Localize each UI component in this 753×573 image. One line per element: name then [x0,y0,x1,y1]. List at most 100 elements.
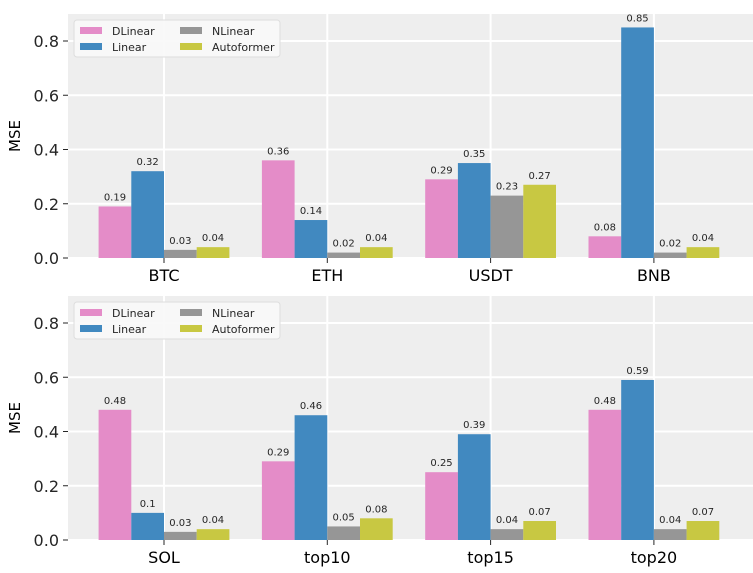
legend-label: Linear [112,323,147,336]
x-tick-label: top10 [304,548,351,567]
chart-panel-top: 0.0 0.2 0.4 0.6 0.8 MSE 0.19 0.36 0.29 0.08 0.32 0.… [6,13,753,285]
bar-value-label: 0.35 [463,149,485,160]
x-tick-label: top15 [467,548,514,567]
x-tick-label: BNB [637,266,671,285]
bar-value-label: 0.04 [202,515,224,526]
y-axis-label: MSE [6,402,24,434]
bar-value-label: 0.25 [430,458,452,469]
bar-value-label: 0.05 [333,512,355,523]
legend-label: Autoformer [212,323,275,336]
bar-value-label: 0.03 [169,518,191,529]
x-tick-label: ETH [311,266,343,285]
bar-dlinear [261,160,295,258]
x-tick-label: top20 [631,548,678,567]
legend-swatch-autoformer [180,43,202,50]
bar-nlinear [327,526,360,540]
legend-label: DLinear [112,25,155,38]
x-tick-label: USDT [469,266,513,285]
bar-nlinear [164,249,197,258]
legend-box [73,301,281,340]
bar-dlinear [588,409,622,540]
bar-linear [457,163,491,258]
legend-box [73,19,281,58]
bar-value-label: 0.36 [267,146,289,157]
bar-nlinear [164,531,197,540]
bar-autoformer [523,184,556,258]
bar-value-label: 0.04 [692,233,714,244]
legend-swatch-linear [80,43,102,50]
legend-label: NLinear [212,307,255,320]
legend-swatch-autoformer [180,325,202,332]
legend-swatch-linear [80,325,102,332]
legend-label: Autoformer [212,41,275,54]
bar-value-label: 0.48 [594,396,616,407]
y-axis-label: MSE [6,120,24,152]
bar-dlinear [98,409,132,540]
y-tick-label: 0.6 [34,368,59,387]
bar-value-label: 0.59 [626,366,648,377]
chart-panel-bottom: 0.0 0.2 0.4 0.6 0.8 MSE 0.48 0.29 0.25 0.48 0.1 0.4… [6,296,753,567]
y-tick-label: 0.0 [34,249,59,268]
bar-linear [294,220,328,258]
legend-label: DLinear [112,307,155,320]
bar-nlinear [653,252,687,258]
bar-linear [294,415,328,540]
bar-value-label: 0.04 [202,233,224,244]
y-tick-label: 0.2 [34,195,59,214]
bar-value-label: 0.39 [463,420,485,431]
bar-value-label: 0.02 [659,239,681,250]
bar-value-label: 0.04 [365,233,387,244]
bar-value-label: 0.07 [692,507,714,518]
bar-autoformer [196,529,230,540]
legend-label: NLinear [212,25,255,38]
bar-value-label: 0.04 [659,515,681,526]
x-tick-label: SOL [148,548,180,567]
bar-value-label: 0.29 [430,165,452,176]
bar-value-label: 0.03 [169,236,191,247]
y-tick-label: 0.8 [34,314,59,333]
legend-swatch-nlinear [180,309,202,316]
bar-autoformer [360,247,393,258]
bar-autoformer [523,521,556,540]
bar-linear [131,512,164,540]
bar-value-label: 0.85 [626,13,648,24]
bar-linear [621,27,654,258]
bar-autoformer [360,518,393,540]
bar-autoformer [686,521,720,540]
bar-dlinear [588,236,622,258]
x-tick-label: BTC [149,266,180,285]
y-tick-label: 0.6 [34,86,59,105]
bar-value-label: 0.46 [300,401,322,412]
y-tick-label: 0.4 [34,423,59,442]
y-tick-label: 0.8 [34,32,59,51]
y-tick-label: 0.0 [34,531,59,550]
bar-dlinear [425,179,458,258]
bar-value-label: 0.48 [104,396,126,407]
bar-dlinear [425,472,458,540]
bar-value-label: 0.08 [594,222,616,233]
bar-nlinear [490,529,524,540]
bar-value-label: 0.07 [529,507,551,518]
bar-value-label: 0.08 [365,504,387,515]
bar-dlinear [98,206,132,258]
bar-autoformer [686,247,720,258]
bar-nlinear [653,529,687,540]
y-tick-label: 0.2 [34,477,59,496]
legend-label: Linear [112,41,147,54]
legend-swatch-nlinear [180,27,202,34]
bar-autoformer [196,247,230,258]
bar-linear [131,171,164,258]
bar-value-label: 0.04 [496,515,518,526]
bar-value-label: 0.19 [104,192,126,203]
bar-nlinear [327,252,360,258]
bar-linear [621,379,654,540]
bar-value-label: 0.29 [267,447,289,458]
legend-swatch-dlinear [80,309,102,316]
bar-value-label: 0.14 [300,206,322,217]
legend-swatch-dlinear [80,27,102,34]
y-tick-label: 0.4 [34,141,59,160]
bar-value-label: 0.1 [140,499,156,510]
bar-value-label: 0.23 [496,182,518,193]
bar-value-label: 0.32 [137,157,159,168]
